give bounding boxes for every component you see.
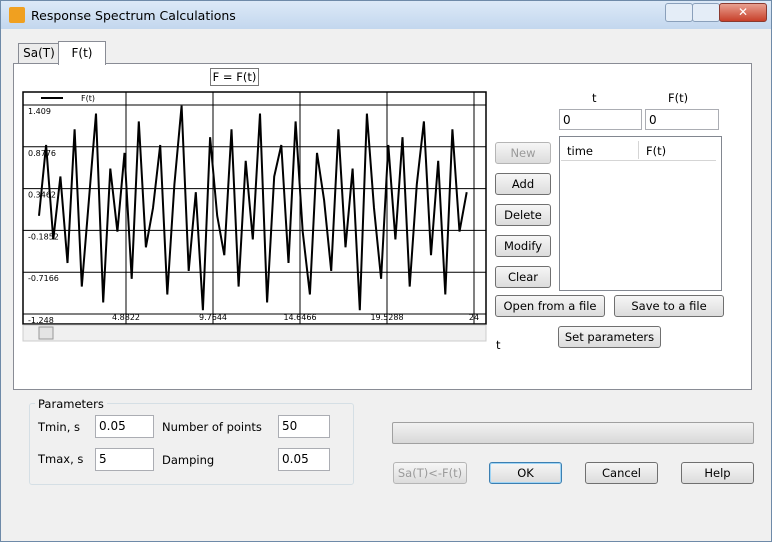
y-tick-label: -1.248 xyxy=(28,316,54,325)
convert-button: Sa(T)<-F(t) xyxy=(393,462,467,484)
damping-input[interactable]: 0.05 xyxy=(278,448,330,471)
save-button[interactable]: Save to a file xyxy=(614,295,724,317)
column-header[interactable]: time xyxy=(567,144,593,158)
field-label: Tmax, s xyxy=(38,452,84,466)
app-icon xyxy=(9,7,25,23)
f-input[interactable]: 0 xyxy=(645,109,719,130)
close-button[interactable]: ✕ xyxy=(719,3,767,22)
f-label: F(t) xyxy=(668,91,689,105)
y-tick-label: 1.409 xyxy=(28,107,51,116)
y-tick-label: -0.7166 xyxy=(28,274,59,283)
field-label: Damping xyxy=(162,453,215,467)
tmax-input[interactable]: 5 xyxy=(95,448,154,471)
new-button: New xyxy=(495,142,551,164)
x-tick-label: 9.7644 xyxy=(199,313,227,322)
column-divider xyxy=(638,141,639,159)
scrollbar[interactable] xyxy=(22,324,487,342)
column-header[interactable]: F(t) xyxy=(646,144,667,158)
x-tick-label: 4.8822 xyxy=(112,313,140,322)
group-title: Parameters xyxy=(35,397,107,411)
window-title: Response Spectrum Calculations xyxy=(31,8,236,23)
field-label: Tmin, s xyxy=(38,420,81,434)
tab-selected[interactable]: F(t) xyxy=(58,41,106,65)
delete-button[interactable]: Delete xyxy=(495,204,551,226)
t-label: t xyxy=(592,91,597,105)
x-axis-label: t xyxy=(496,338,501,352)
points-input[interactable]: 50 xyxy=(278,415,330,438)
data-line xyxy=(38,105,468,311)
help-button[interactable]: Help xyxy=(681,462,754,484)
chart-title: F = F(t) xyxy=(210,68,259,86)
y-tick-label: -0.1852 xyxy=(28,232,59,241)
add-button[interactable]: Add xyxy=(495,173,551,195)
data-table[interactable] xyxy=(559,136,722,291)
set-parameters-button[interactable]: Set parameters xyxy=(558,326,661,348)
progress-bar xyxy=(392,422,754,444)
title-bar xyxy=(1,1,771,29)
tmin-input[interactable]: 0.05 xyxy=(95,415,154,438)
scrollbar-thumb[interactable] xyxy=(38,326,54,340)
tab[interactable]: Sa(T) xyxy=(18,43,60,64)
legend-label: F(t) xyxy=(81,94,95,103)
open-button[interactable]: Open from a file xyxy=(495,295,605,317)
cancel-button[interactable]: Cancel xyxy=(585,462,658,484)
field-label: Number of points xyxy=(162,420,262,434)
y-tick-label: 0.8776 xyxy=(28,149,56,158)
modify-button[interactable]: Modify xyxy=(495,235,551,257)
ok-button[interactable]: OK xyxy=(489,462,562,484)
x-tick-label: 24 xyxy=(469,313,479,322)
t-input[interactable]: 0 xyxy=(559,109,642,130)
clear-button[interactable]: Clear xyxy=(495,266,551,288)
x-tick-label: 19.5288 xyxy=(370,313,403,322)
x-tick-label: 14.6466 xyxy=(283,313,316,322)
parameters-group xyxy=(29,403,354,485)
